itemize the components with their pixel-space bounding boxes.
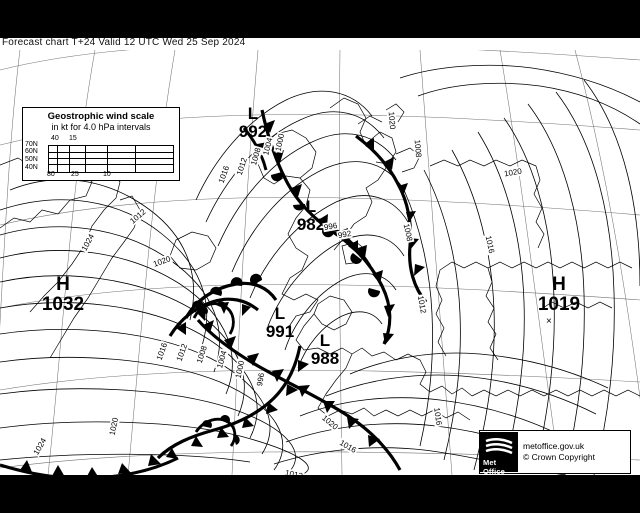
legend-lat-50n: 50N [25,156,38,163]
website-text: metoffice.gov.uk [523,441,585,451]
legend-scale-grid [48,145,174,173]
legend-lat-40n: 40N [25,164,38,171]
bottom-black-bar [0,475,640,513]
legend-kt-10: 10 [103,171,111,178]
pressure-centre-low-982: L 982 [296,197,326,234]
top-black-bar [0,0,640,38]
pressure-centre-high-1032: H 1032 [41,274,85,315]
legend-lat-70n: 70N [25,141,38,148]
legend-kt-25: 25 [71,171,79,178]
logo-text-lines: metoffice.gov.uk © Crown Copyright [518,441,595,463]
synoptic-chart-map: Geostrophic wind scale in kt for 4.0 hPa… [0,50,640,475]
chart-title-strip: Forecast chart T+24 Valid 12 UTC Wed 25 … [0,38,640,50]
pressure-centre-low-988: L 988 [310,331,340,368]
met-office-wordmark: Met Office [483,458,505,476]
chart-title: Forecast chart T+24 Valid 12 UTC Wed 25 … [2,38,246,48]
legend-lat-60n: 60N [25,148,38,155]
legend-kt-40: 40 [51,135,59,142]
legend-kt-15: 15 [69,135,77,142]
copyright-text: © Crown Copyright [523,452,595,462]
isobar-label: 1020 [386,110,398,131]
legend-kt-80: 80 [47,171,55,178]
pressure-centre-low-992: L 992 [238,104,268,141]
isobar-label: 1008 [412,138,424,159]
high-1019-centre-marker: × [546,316,552,327]
legend-subtitle: in kt for 4.0 hPa intervals [51,122,151,132]
legend-title: Geostrophic wind scale [47,111,155,122]
met-office-logo-icon: Met Office [480,432,518,476]
geostrophic-wind-scale-legend: Geostrophic wind scale in kt for 4.0 hPa… [22,107,180,181]
pressure-centre-high-1019: H 1019 [537,274,581,315]
pressure-centre-low-991: L 991 [265,304,295,341]
met-office-logo-block: Met Office metoffice.gov.uk © Crown Copy… [479,430,631,476]
swoosh-icon [485,438,513,455]
